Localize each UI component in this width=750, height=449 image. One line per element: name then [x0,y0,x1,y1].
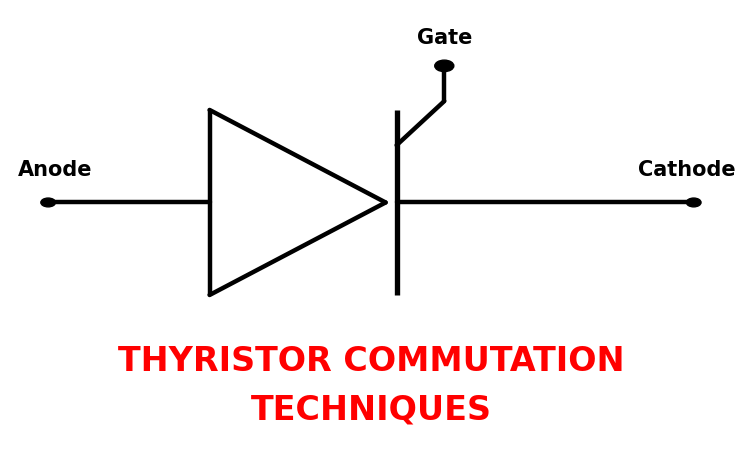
Text: Anode: Anode [18,160,93,180]
Text: Gate: Gate [416,28,472,48]
Circle shape [686,198,701,207]
Circle shape [435,60,454,71]
Text: THYRISTOR COMMUTATION: THYRISTOR COMMUTATION [118,344,624,378]
Circle shape [40,198,56,207]
Text: Cathode: Cathode [638,160,735,180]
Text: TECHNIQUES: TECHNIQUES [251,393,491,426]
